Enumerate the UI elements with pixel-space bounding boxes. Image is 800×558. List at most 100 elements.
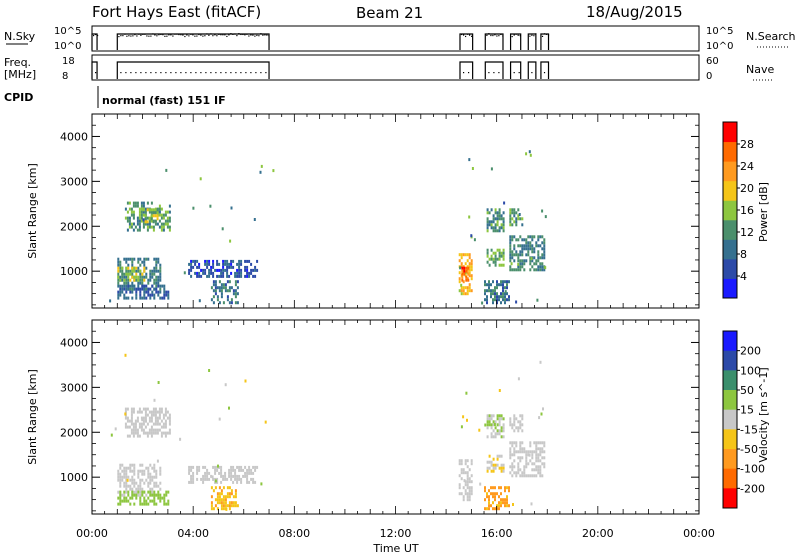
heatmap-cell	[123, 469, 126, 473]
heatmap-cell	[498, 208, 501, 212]
heatmap-point	[530, 502, 533, 506]
y-tick-label: 1000	[60, 471, 88, 484]
heatmap-cell	[222, 286, 225, 290]
heatmap-cell	[123, 278, 126, 282]
x-tick-label: 00:00	[683, 527, 715, 540]
heatmap-cell	[488, 423, 491, 427]
nsky-dot	[266, 34, 268, 36]
heatmap-cell	[236, 262, 239, 266]
nave-dot	[205, 72, 207, 74]
heatmap-cell	[519, 459, 522, 463]
heatmap-cell	[232, 474, 235, 478]
heatmap-cell	[527, 244, 530, 248]
heatmap-cell	[224, 283, 227, 287]
heatmap-point	[133, 222, 135, 226]
heatmap-cell	[488, 460, 491, 464]
heatmap-cell	[129, 496, 132, 500]
heatmap-cell	[502, 469, 505, 473]
heatmap-cell	[222, 265, 225, 269]
heatmap-cell	[521, 238, 524, 242]
heatmap-cell	[137, 472, 140, 476]
heatmap-cell	[523, 268, 526, 272]
heatmap-cell	[513, 414, 516, 418]
heatmap-cell	[164, 422, 167, 426]
heatmap-cell	[137, 484, 140, 488]
heatmap-cell	[529, 241, 532, 245]
heatmap-cell	[492, 251, 495, 255]
nsky-dot	[132, 35, 134, 37]
heatmap-cell	[230, 471, 233, 475]
heatmap-cell	[134, 419, 137, 423]
heatmap-cell	[234, 468, 237, 472]
heatmap-cell	[222, 262, 225, 266]
heatmap-cell	[492, 486, 494, 490]
heatmap-cell	[500, 263, 503, 267]
heatmap-cell	[150, 425, 153, 429]
heatmap-cell	[136, 416, 139, 420]
heatmap-cell	[509, 471, 512, 475]
heatmap-cell	[166, 416, 169, 420]
heatmap-point	[478, 428, 481, 432]
heatmap-cell	[143, 502, 146, 506]
heatmap-cell	[494, 507, 496, 511]
heatmap-cell	[511, 441, 514, 445]
heatmap-cell	[541, 265, 544, 269]
heatmap-cell	[214, 465, 217, 469]
heatmap-cell	[464, 483, 467, 487]
heatmap-cell	[150, 208, 153, 212]
heatmap-cell	[143, 290, 146, 294]
heatmap-cell	[511, 423, 514, 427]
heatmap-cell	[466, 253, 469, 257]
heatmap-cell	[486, 223, 489, 227]
heatmap-cell	[119, 260, 122, 264]
heatmap-cell	[153, 278, 156, 282]
heatmap-cell	[140, 425, 143, 429]
heatmap-cell	[539, 474, 542, 478]
heatmap-cell	[127, 466, 130, 470]
heatmap-cell	[151, 478, 154, 482]
heatmap-cell	[535, 447, 538, 451]
y-tick-label: 2000	[60, 220, 88, 233]
heatmap-cell	[163, 293, 166, 297]
heatmap-cell	[136, 419, 139, 423]
heatmap-cell	[133, 484, 136, 488]
heatmap-cell	[153, 269, 156, 273]
heatmap-cell	[133, 466, 136, 470]
heatmap-cell	[125, 499, 128, 503]
nsky-dot	[160, 33, 162, 36]
heatmap-cell	[141, 275, 144, 279]
heatmap-cell	[496, 429, 499, 433]
heatmap-cell	[157, 275, 160, 279]
heatmap-cell	[145, 284, 148, 288]
heatmap-cell	[136, 410, 139, 414]
heatmap-cell	[509, 268, 512, 272]
heatmap-point	[109, 299, 112, 303]
heatmap-cell	[132, 425, 135, 429]
heatmap-cell	[119, 463, 122, 467]
nsky-dot	[226, 35, 228, 38]
nave-dot	[265, 72, 267, 74]
heatmap-cell	[531, 238, 534, 242]
heatmap-cell	[470, 268, 473, 272]
heatmap-cell	[149, 278, 152, 282]
heatmap-cell	[160, 407, 163, 411]
nsky-dot	[464, 35, 467, 38]
heatmap-cell	[498, 486, 500, 490]
heatmap-cell	[125, 472, 128, 476]
heatmap-cell	[240, 480, 243, 484]
heatmap-cell	[236, 292, 239, 296]
heatmap-cell	[525, 247, 528, 251]
heatmap-cell	[156, 410, 159, 414]
heatmap-point	[228, 406, 230, 410]
heatmap-cell	[541, 256, 544, 260]
nsky-dot	[202, 35, 204, 37]
heatmap-cell	[504, 498, 506, 502]
heatmap-cell	[158, 416, 161, 420]
heatmap-cell	[492, 257, 495, 261]
heatmap-cell	[150, 410, 153, 414]
nsky-dot	[252, 34, 254, 36]
heatmap-cell	[531, 250, 534, 254]
heatmap-cell	[141, 469, 144, 473]
heatmap-cell	[509, 453, 512, 457]
heatmap-cell	[226, 280, 229, 284]
